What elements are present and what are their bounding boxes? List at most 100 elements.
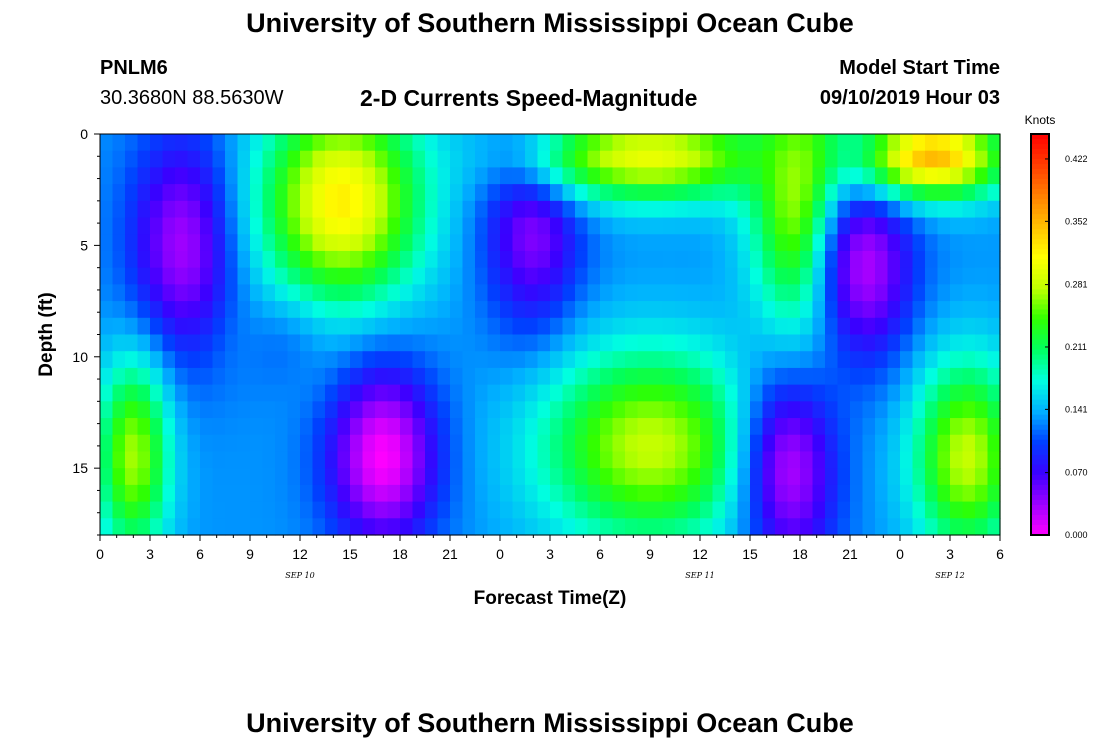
- heatmap-cell: [525, 234, 539, 252]
- heatmap-cell: [137, 301, 151, 319]
- heatmap-cell: [212, 234, 226, 252]
- heatmap-cell: [600, 418, 614, 436]
- heatmap-cell: [300, 518, 314, 536]
- heatmap-cell: [450, 367, 464, 386]
- heatmap-cell: [937, 501, 951, 519]
- heatmap-cell: [637, 334, 651, 352]
- heatmap-cell: [387, 167, 401, 185]
- heatmap-cell: [537, 167, 551, 185]
- heatmap-cell: [962, 384, 976, 402]
- heatmap-cell: [537, 150, 551, 169]
- heatmap-cell: [400, 451, 414, 469]
- heatmap-cell: [362, 384, 376, 402]
- heatmap-cell: [525, 284, 539, 302]
- heatmap-cell: [912, 317, 926, 336]
- heatmap-cell: [150, 167, 164, 185]
- heatmap-cell: [800, 134, 814, 152]
- colorbar-swatch: [1031, 439, 1049, 446]
- heatmap-cell: [712, 134, 726, 152]
- heatmap-cell: [462, 267, 476, 285]
- heatmap-cell: [250, 484, 264, 503]
- heatmap-cell: [325, 484, 339, 503]
- heatmap-cell: [550, 200, 564, 219]
- heatmap-cell: [275, 484, 289, 503]
- heatmap-cell: [275, 267, 289, 285]
- heatmap-cell: [725, 284, 739, 302]
- heatmap-cell: [125, 184, 139, 202]
- heatmap-cell: [525, 418, 539, 436]
- heatmap-cell: [462, 351, 476, 369]
- heatmap-cell: [750, 484, 764, 503]
- heatmap-cell: [475, 301, 489, 319]
- heatmap-cell: [712, 351, 726, 369]
- heatmap-cell: [275, 468, 289, 486]
- heatmap-cell: [912, 351, 926, 369]
- heatmap-cell: [450, 150, 464, 169]
- heatmap-cell: [175, 518, 189, 536]
- heatmap-cell: [150, 284, 164, 302]
- heatmap-cell: [875, 234, 889, 252]
- heatmap-cell: [850, 250, 864, 269]
- heatmap-cell: [775, 367, 789, 386]
- heatmap-cell: [662, 334, 676, 352]
- heatmap-cell: [512, 418, 526, 436]
- heatmap-cell: [700, 184, 714, 202]
- heatmap-cell: [262, 200, 276, 219]
- heatmap-cell: [212, 451, 226, 469]
- heatmap-cell: [725, 367, 739, 386]
- heatmap-cell: [137, 418, 151, 436]
- heatmap-cell: [387, 284, 401, 302]
- chart-subtitle: 2-D Currents Speed-Magnitude: [360, 85, 698, 111]
- heatmap-cell: [450, 167, 464, 185]
- heatmap-cell: [162, 250, 176, 269]
- heatmap-cell: [550, 317, 564, 336]
- heatmap-cell: [612, 401, 626, 419]
- heatmap-cell: [812, 367, 826, 386]
- heatmap-cell: [612, 217, 626, 235]
- heatmap-cell: [675, 501, 689, 519]
- heatmap-cell: [662, 167, 676, 185]
- heatmap-cell: [775, 468, 789, 486]
- heatmap-cell: [337, 217, 351, 235]
- heatmap-cell: [850, 418, 864, 436]
- heatmap-cell: [412, 150, 426, 169]
- heatmap-cell: [350, 367, 364, 386]
- heatmap-cell: [987, 401, 1001, 419]
- heatmap-cell: [975, 250, 989, 269]
- heatmap-cell: [412, 418, 426, 436]
- colorbar-swatch: [1031, 144, 1049, 150]
- heatmap-cell: [750, 418, 764, 436]
- heatmap-cell: [750, 451, 764, 469]
- heatmap-cell: [712, 367, 726, 386]
- heatmap-cell: [125, 401, 139, 419]
- heatmap-cell: [537, 284, 551, 302]
- heatmap-cell: [175, 484, 189, 503]
- heatmap-cell: [425, 418, 439, 436]
- heatmap-cell: [600, 484, 614, 503]
- heatmap-cell: [762, 501, 776, 519]
- heatmap-cell: [687, 200, 701, 219]
- heatmap-cell: [837, 334, 851, 352]
- heatmap-cell: [750, 184, 764, 202]
- heatmap-cell: [387, 401, 401, 419]
- heatmap-cell: [787, 167, 801, 185]
- colorbar-swatch: [1031, 164, 1049, 170]
- heatmap-cell: [650, 334, 664, 352]
- heatmap-cell: [937, 484, 951, 503]
- heatmap-cell: [175, 501, 189, 519]
- heatmap-cell: [512, 167, 526, 185]
- heatmap-cell: [512, 518, 526, 536]
- heatmap-cell: [287, 468, 301, 486]
- heatmap-cell: [275, 184, 289, 202]
- heatmap-cell: [562, 167, 576, 185]
- heatmap-cell: [962, 418, 976, 436]
- heatmap-cell: [300, 250, 314, 269]
- heatmap-cell: [987, 484, 1001, 503]
- heatmap-cell: [850, 317, 864, 336]
- heatmap-cell: [912, 234, 926, 252]
- heatmap-cell: [837, 134, 851, 152]
- heatmap-cell: [275, 284, 289, 302]
- heatmap-cell: [275, 134, 289, 152]
- heatmap-cell: [487, 200, 501, 219]
- heatmap-cell: [775, 234, 789, 252]
